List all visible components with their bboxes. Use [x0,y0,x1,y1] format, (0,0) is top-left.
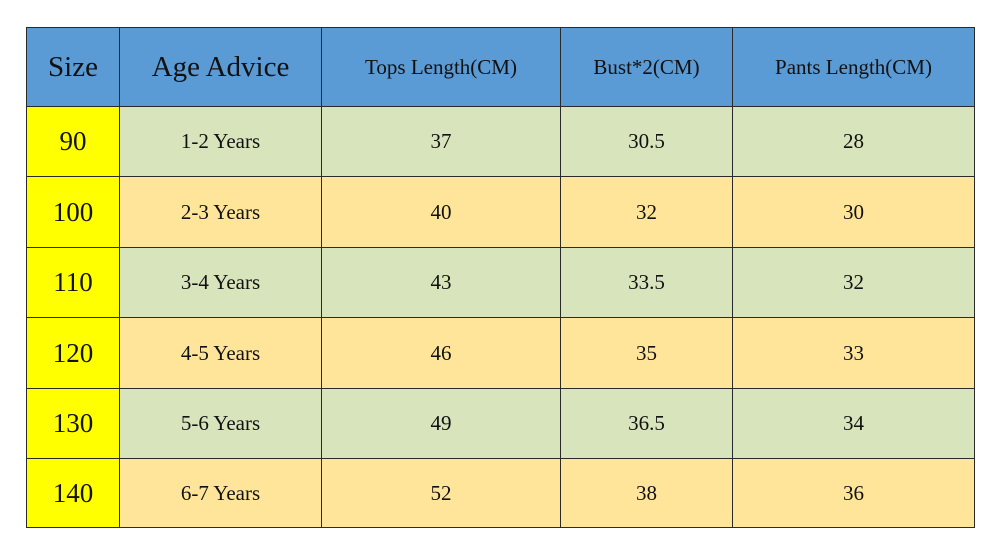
data-cell: 5-6 Years [119,388,322,459]
data-cell: 38 [560,458,733,528]
data-cell: 32 [560,176,733,248]
size-cell: 120 [26,317,120,389]
data-cell: 49 [321,388,561,459]
size-cell: 110 [26,247,120,318]
data-cell: 30 [732,176,975,248]
data-cell: 33 [732,317,975,389]
data-cell: 6-7 Years [119,458,322,528]
data-cell: 3-4 Years [119,247,322,318]
header-cell: Tops Length(CM) [321,27,561,107]
data-cell: 46 [321,317,561,389]
data-cell: 52 [321,458,561,528]
data-cell: 40 [321,176,561,248]
header-cell: Pants Length(CM) [732,27,975,107]
data-cell: 28 [732,106,975,177]
header-cell: Bust*2(CM) [560,27,733,107]
data-cell: 36 [732,458,975,528]
data-cell: 43 [321,247,561,318]
data-cell: 37 [321,106,561,177]
data-cell: 33.5 [560,247,733,318]
data-cell: 2-3 Years [119,176,322,248]
data-cell: 35 [560,317,733,389]
size-cell: 130 [26,388,120,459]
header-cell: Size [26,27,120,107]
size-cell: 90 [26,106,120,177]
data-cell: 1-2 Years [119,106,322,177]
header-cell: Age Advice [119,27,322,107]
data-cell: 30.5 [560,106,733,177]
data-cell: 36.5 [560,388,733,459]
data-cell: 4-5 Years [119,317,322,389]
size-cell: 100 [26,176,120,248]
data-cell: 34 [732,388,975,459]
data-cell: 32 [732,247,975,318]
size-cell: 140 [26,458,120,528]
